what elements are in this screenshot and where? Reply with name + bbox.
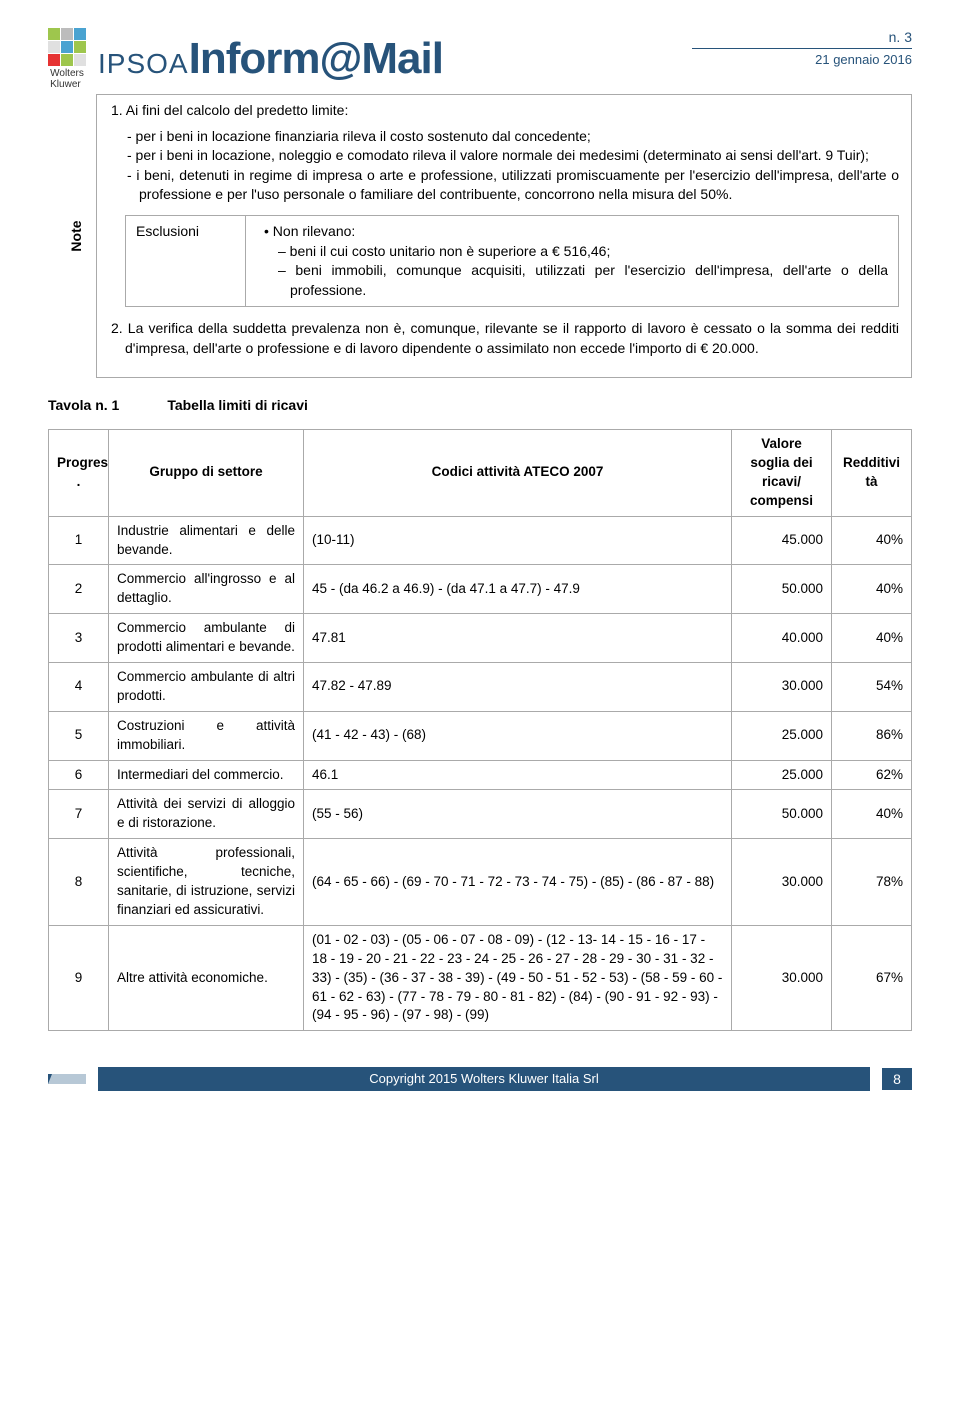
- cell-gruppo: Attività professionali, scientifiche, te…: [109, 839, 304, 926]
- wk-name-2: Kluwer: [50, 79, 84, 90]
- table-row: 2Commercio all'ingrosso e al dettaglio.4…: [49, 565, 912, 614]
- cell-reddit: 54%: [832, 663, 912, 712]
- cell-codici: 46.1: [304, 760, 732, 790]
- note-para1-b2: - per i beni in locazione, noleggio e co…: [109, 146, 899, 166]
- cell-reddit: 67%: [832, 925, 912, 1030]
- table-row: 7Attività dei servizi di alloggio e di r…: [49, 790, 912, 839]
- cell-reddit: 40%: [832, 565, 912, 614]
- table-row: 9Altre attività economiche.(01 - 02 - 03…: [49, 925, 912, 1030]
- wk-logo-grid: [48, 28, 86, 66]
- cell-n: 6: [49, 760, 109, 790]
- esclusioni-label: Esclusioni: [126, 215, 246, 306]
- escl-b1: – beni il cui costo unitario non è super…: [256, 242, 888, 262]
- table-row: 4Commercio ambulante di altri prodotti.4…: [49, 663, 912, 712]
- note-para1-b1: - per i beni in locazione finanziaria ri…: [109, 127, 899, 147]
- th-gruppo: Gruppo di settore: [109, 430, 304, 517]
- cell-codici: (10-11): [304, 516, 732, 565]
- cell-gruppo: Commercio ambulante di prodotti alimenta…: [109, 614, 304, 663]
- table-row: 6Intermediari del commercio.46.125.00062…: [49, 760, 912, 790]
- table-row: 3Commercio ambulante di prodotti aliment…: [49, 614, 912, 663]
- cell-n: 3: [49, 614, 109, 663]
- cell-codici: (55 - 56): [304, 790, 732, 839]
- limiti-ricavi-table: Progres . Gruppo di settore Codici attiv…: [48, 429, 912, 1031]
- cell-n: 9: [49, 925, 109, 1030]
- note-side-label: Note: [67, 220, 87, 251]
- esclusioni-content: • Non rilevano: – beni il cui costo unit…: [246, 215, 899, 306]
- cell-codici: (64 - 65 - 66) - (69 - 70 - 71 - 72 - 73…: [304, 839, 732, 926]
- cell-n: 5: [49, 711, 109, 760]
- cell-codici: (41 - 42 - 43) - (68): [304, 711, 732, 760]
- cell-valore: 50.000: [732, 790, 832, 839]
- header-rule: [692, 48, 912, 49]
- escl-head: Non rilevano:: [273, 223, 356, 239]
- note-para1-lead: 1. Ai fini del calcolo del predetto limi…: [109, 101, 899, 121]
- title-block: IPSOA Inform@Mail: [98, 28, 443, 90]
- cell-n: 8: [49, 839, 109, 926]
- issue-number: n. 3: [692, 28, 912, 48]
- cell-codici: (01 - 02 - 03) - (05 - 06 - 07 - 08 - 09…: [304, 925, 732, 1030]
- th-progres: Progres .: [49, 430, 109, 517]
- cell-gruppo: Commercio all'ingrosso e al dettaglio.: [109, 565, 304, 614]
- footer-page-number: 8: [882, 1068, 912, 1090]
- footer-copyright: Copyright 2015 Wolters Kluwer Italia Srl: [98, 1067, 870, 1091]
- cell-valore: 30.000: [732, 663, 832, 712]
- th-codici: Codici attività ATECO 2007: [304, 430, 732, 517]
- cell-valore: 25.000: [732, 711, 832, 760]
- page-header: Wolters Kluwer IPSOA Inform@Mail n. 3 21…: [48, 28, 912, 90]
- cell-reddit: 40%: [832, 614, 912, 663]
- brand-informmail: Inform@Mail: [189, 28, 443, 90]
- table-header-row: Progres . Gruppo di settore Codici attiv…: [49, 430, 912, 517]
- cell-reddit: 40%: [832, 516, 912, 565]
- cell-gruppo: Costruzioni e attività immobiliari.: [109, 711, 304, 760]
- note-para1-b3: - i beni, detenuti in regime di impresa …: [109, 166, 899, 205]
- table-row: 5Costruzioni e attività immobiliari.(41 …: [49, 711, 912, 760]
- tavola-label: Tavola n. 1: [48, 396, 119, 416]
- cell-n: 4: [49, 663, 109, 712]
- cell-gruppo: Industrie alimentari e delle bevande.: [109, 516, 304, 565]
- cell-codici: 47.81: [304, 614, 732, 663]
- cell-gruppo: Commercio ambulante di altri prodotti.: [109, 663, 304, 712]
- cell-gruppo: Attività dei servizi di alloggio e di ri…: [109, 790, 304, 839]
- cell-gruppo: Intermediari del commercio.: [109, 760, 304, 790]
- cell-valore: 40.000: [732, 614, 832, 663]
- cell-n: 1: [49, 516, 109, 565]
- footer-ornament: [48, 1074, 86, 1084]
- cell-codici: 47.82 - 47.89: [304, 663, 732, 712]
- cell-reddit: 86%: [832, 711, 912, 760]
- cell-valore: 45.000: [732, 516, 832, 565]
- tavola-heading: Tavola n. 1 Tabella limiti di ricavi: [48, 396, 912, 416]
- th-valore: Valore soglia dei ricavi/ compensi: [732, 430, 832, 517]
- cell-valore: 30.000: [732, 839, 832, 926]
- cell-reddit: 40%: [832, 790, 912, 839]
- cell-valore: 30.000: [732, 925, 832, 1030]
- page-footer: Copyright 2015 Wolters Kluwer Italia Srl…: [48, 1067, 912, 1109]
- table-row: 8Attività professionali, scientifiche, t…: [49, 839, 912, 926]
- cell-reddit: 78%: [832, 839, 912, 926]
- esclusioni-table: Esclusioni • Non rilevano: – beni il cui…: [125, 215, 899, 307]
- wk-name-1: Wolters: [50, 68, 84, 79]
- tavola-title: Tabella limiti di ricavi: [167, 396, 308, 416]
- cell-valore: 50.000: [732, 565, 832, 614]
- note-box: Note 1. Ai fini del calcolo del predetto…: [96, 94, 912, 378]
- cell-gruppo: Altre attività economiche.: [109, 925, 304, 1030]
- cell-reddit: 62%: [832, 760, 912, 790]
- table-row: 1Industrie alimentari e delle bevande.(1…: [49, 516, 912, 565]
- escl-b2: – beni immobili, comunque acquisiti, uti…: [256, 261, 888, 300]
- wolters-kluwer-logo: Wolters Kluwer: [48, 28, 86, 90]
- brand-block: Wolters Kluwer IPSOA Inform@Mail: [48, 28, 443, 90]
- th-reddit: Redditivi tà: [832, 430, 912, 517]
- note-para2: 2. La verifica della suddetta prevalenza…: [109, 319, 899, 358]
- issue-date: 21 gennaio 2016: [692, 51, 912, 69]
- header-right: n. 3 21 gennaio 2016: [692, 28, 912, 69]
- cell-valore: 25.000: [732, 760, 832, 790]
- brand-ipsoa: IPSOA: [98, 44, 189, 83]
- cell-codici: 45 - (da 46.2 a 46.9) - (da 47.1 a 47.7)…: [304, 565, 732, 614]
- cell-n: 7: [49, 790, 109, 839]
- cell-n: 2: [49, 565, 109, 614]
